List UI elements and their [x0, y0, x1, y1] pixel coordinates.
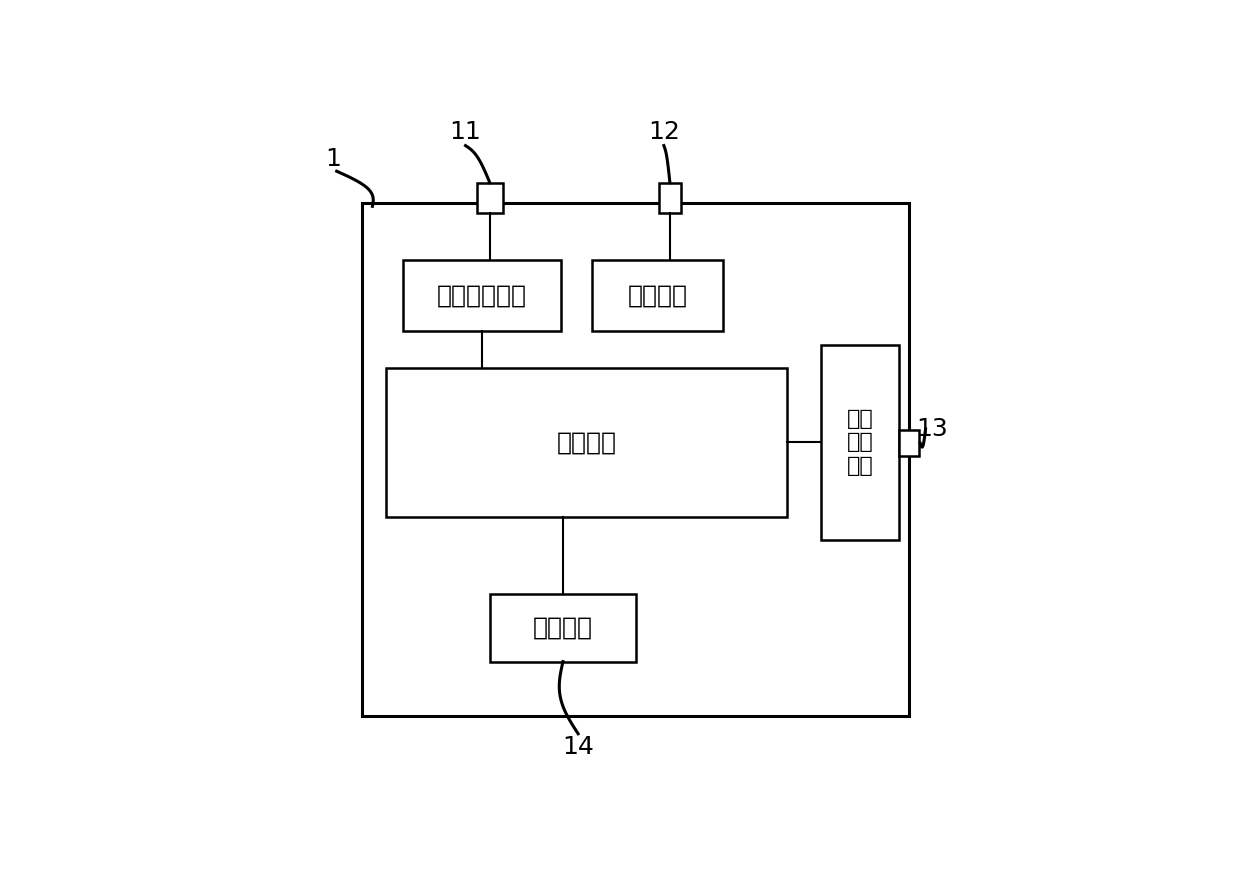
Bar: [477, 183, 502, 213]
Text: 1: 1: [325, 147, 341, 171]
Text: 12: 12: [647, 120, 680, 144]
Text: 驱动电流模块: 驱动电流模块: [436, 284, 527, 307]
Text: 微控制器: 微控制器: [557, 430, 616, 455]
Bar: [491, 594, 635, 661]
Text: 13: 13: [916, 417, 949, 441]
Bar: [899, 430, 919, 456]
Bar: [403, 260, 562, 331]
Bar: [660, 183, 681, 213]
Bar: [386, 368, 787, 517]
Text: 11: 11: [450, 120, 481, 144]
Bar: [821, 344, 899, 540]
Bar: [591, 260, 723, 331]
Text: 14: 14: [562, 735, 594, 759]
Text: 温控模块: 温控模块: [627, 284, 687, 307]
Text: 同步
信号
模块: 同步 信号 模块: [847, 409, 873, 476]
Bar: [362, 203, 909, 716]
Text: 总线接口: 总线接口: [533, 616, 593, 639]
